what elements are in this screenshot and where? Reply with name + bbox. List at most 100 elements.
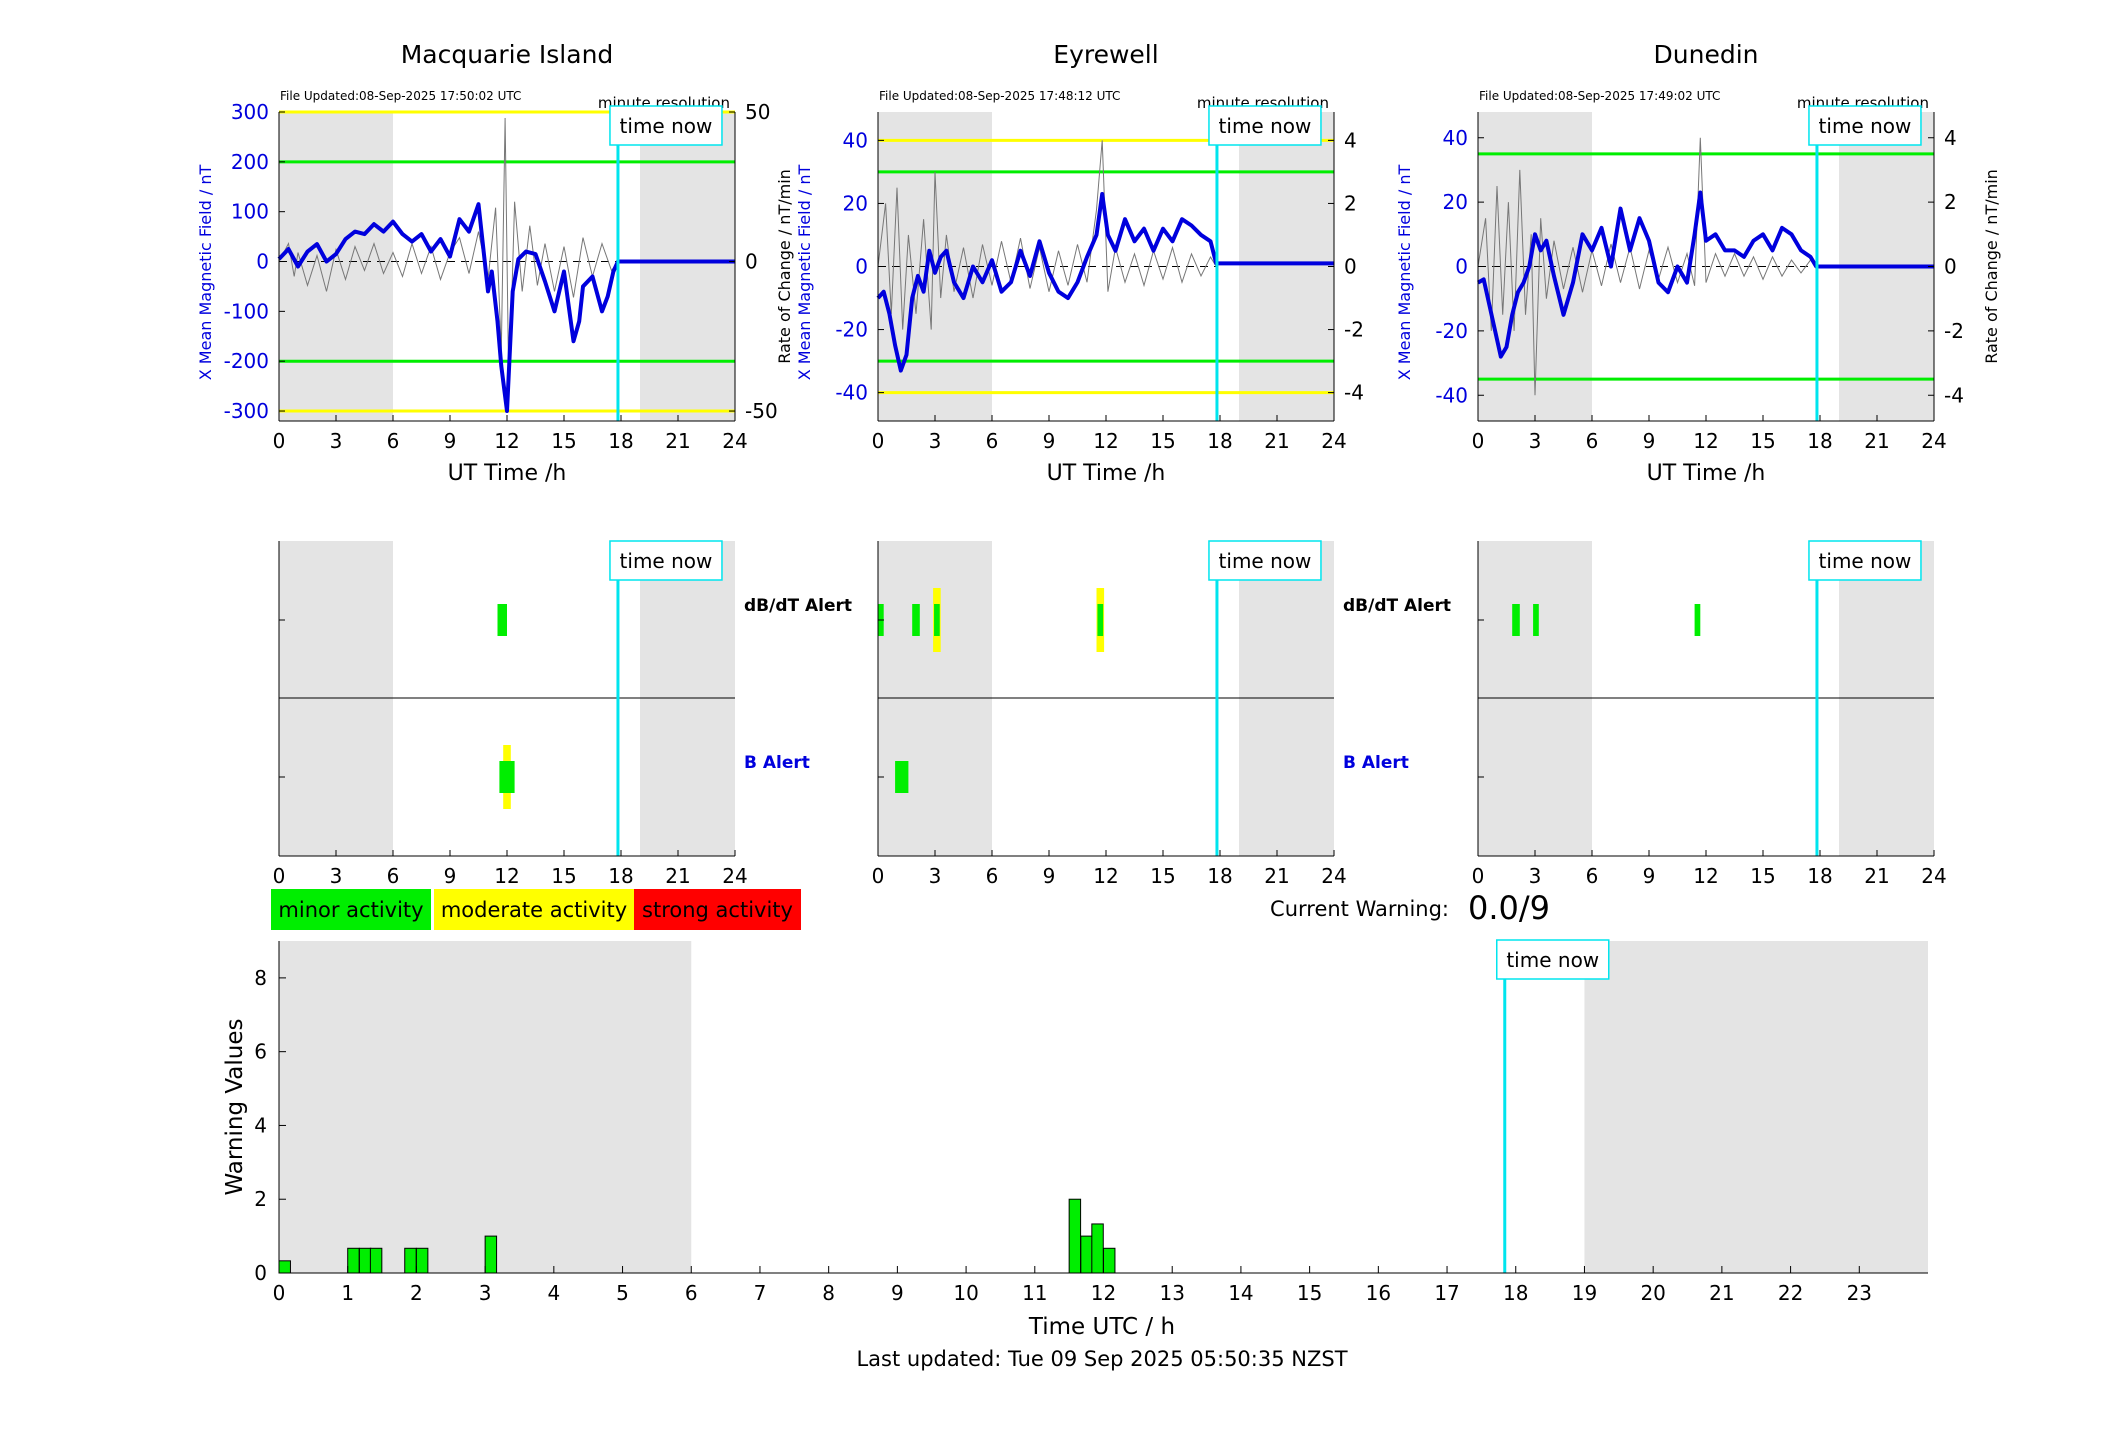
legend-swatch-strong (634, 889, 801, 930)
y-tick-label-left: 0 (1455, 255, 1468, 279)
y-tick-label-right: 2 (1344, 191, 1357, 215)
x-tick-label: 15 (1150, 864, 1175, 888)
time-now-box (1808, 105, 1922, 146)
time-now-label: time now (1506, 948, 1599, 972)
warning-bar (1103, 1247, 1116, 1274)
time-now-box (609, 540, 723, 581)
x-tick-label: 24 (722, 864, 747, 888)
x-tick-label: 9 (1043, 864, 1056, 888)
activity-legend: minor activity moderate activity strong ac… (271, 889, 801, 930)
x-tick-label: 6 (1586, 429, 1599, 453)
x-tick-label: 15 (1750, 864, 1775, 888)
night-shading (1584, 941, 1928, 1273)
legend-label-moderate: moderate activity (441, 898, 627, 922)
x-tick-label: 0 (1472, 864, 1485, 888)
y-tick-label-right: 0 (745, 250, 758, 274)
legend-label-strong: strong activity (642, 898, 793, 922)
x-tick-label: 21 (1864, 429, 1889, 453)
station-title: Macquarie Island (401, 40, 614, 69)
y-axis-label: Warning Values (222, 1018, 248, 1195)
y-tick-label-left: 100 (231, 200, 269, 224)
b-alert-label: B Alert (744, 753, 810, 773)
b-alert-bar (895, 761, 909, 793)
x-tick-label: 18 (1503, 1281, 1528, 1305)
dbdt-alert-bar (1533, 604, 1539, 636)
legend-label-minor: minor activity (278, 898, 423, 922)
current-warning-label: Current Warning: (1270, 897, 1449, 921)
x-tick-label: 12 (1093, 864, 1118, 888)
x-tick-label: 3 (929, 864, 942, 888)
x-tick-label: 21 (1264, 864, 1289, 888)
time-now-label: time now (1219, 549, 1312, 573)
warning-bar (369, 1247, 383, 1274)
x-tick-label: 6 (986, 864, 999, 888)
b-alert-label: B Alert (1343, 753, 1409, 773)
x-tick-label: 9 (444, 864, 457, 888)
x-tick-label: 14 (1228, 1281, 1253, 1305)
time-now-label: time now (1819, 549, 1912, 573)
y-tick-label-right: 0 (1344, 255, 1357, 279)
x-tick-label: 24 (1321, 429, 1346, 453)
rate-of-change-series (278, 117, 619, 397)
warning-bar (1068, 1198, 1082, 1274)
time-now-box (1208, 105, 1322, 146)
y-tick-label: 4 (254, 1113, 267, 1137)
warning-bar (1080, 1235, 1093, 1274)
x-tick-label: 0 (872, 864, 885, 888)
x-axis-label: UT Time /h (448, 461, 567, 486)
y-tick-label-left: -20 (835, 318, 868, 342)
y-tick-label-left: -40 (1435, 383, 1468, 407)
warning-bar (415, 1247, 429, 1274)
y-axis-label-left: X Mean Magnetic Field / nT (1395, 165, 1414, 381)
x-tick-label: 24 (1921, 864, 1946, 888)
x-tick-label: 6 (387, 864, 400, 888)
x-tick-label: 9 (1643, 864, 1656, 888)
y-tick-label-right: -50 (745, 399, 778, 423)
x-tick-label: 9 (1643, 429, 1656, 453)
time-now-box (609, 105, 723, 146)
x-tick-label: 21 (1264, 429, 1289, 453)
x-tick-label: 17 (1434, 1281, 1459, 1305)
x-tick-label: 12 (494, 429, 519, 453)
x-tick-label: 6 (685, 1281, 698, 1305)
y-tick-label-right: 50 (745, 100, 770, 124)
y-tick-label-left: -100 (224, 299, 269, 323)
y-tick-label: 6 (254, 1040, 267, 1064)
x-tick-label: 22 (1778, 1281, 1803, 1305)
time-now-label: time now (620, 549, 713, 573)
dbdt-alert-bar (1512, 604, 1520, 636)
x-tick-label: 18 (608, 864, 633, 888)
x-tick-label: 18 (1807, 429, 1832, 453)
x-tick-label: 5 (616, 1281, 629, 1305)
time-now-box (1808, 540, 1922, 581)
x-tick-label: 1 (341, 1281, 354, 1305)
x-tick-label: 3 (929, 429, 942, 453)
x-tick-label: 3 (330, 864, 343, 888)
night-shading (640, 112, 735, 421)
x-tick-label: 12 (1093, 429, 1118, 453)
dbdt-alert-bar (497, 604, 507, 636)
night-shading (1239, 112, 1334, 421)
x-tick-label: 24 (722, 429, 747, 453)
time-now-label: time now (1819, 114, 1912, 138)
y-tick-label-left: -20 (1435, 319, 1468, 343)
x-tick-label: 21 (1864, 864, 1889, 888)
x-tick-label: 15 (1297, 1281, 1322, 1305)
rate-of-change-series (877, 140, 1217, 330)
x-tick-label: 6 (387, 429, 400, 453)
x-tick-label: 24 (1321, 864, 1346, 888)
y-tick-label-left: 20 (843, 191, 868, 215)
x-tick-label: 0 (1472, 429, 1485, 453)
dbdt-alert-label: dB/dT Alert (744, 596, 852, 616)
y-tick-label-right: -4 (1344, 381, 1364, 405)
y-tick-label-left: 200 (231, 150, 269, 174)
x-tick-label: 12 (1693, 864, 1718, 888)
dbdt-alert-bar (1694, 604, 1701, 636)
y-tick-label-left: -40 (835, 381, 868, 405)
y-tick-label-left: 40 (1443, 126, 1468, 150)
file-updated-text: File Updated:08-Sep-2025 17:49:02 UTC (1479, 89, 1720, 103)
y-axis-label-right: Rate of Change / nT/min (775, 169, 794, 364)
b-alert-bar (499, 761, 515, 793)
